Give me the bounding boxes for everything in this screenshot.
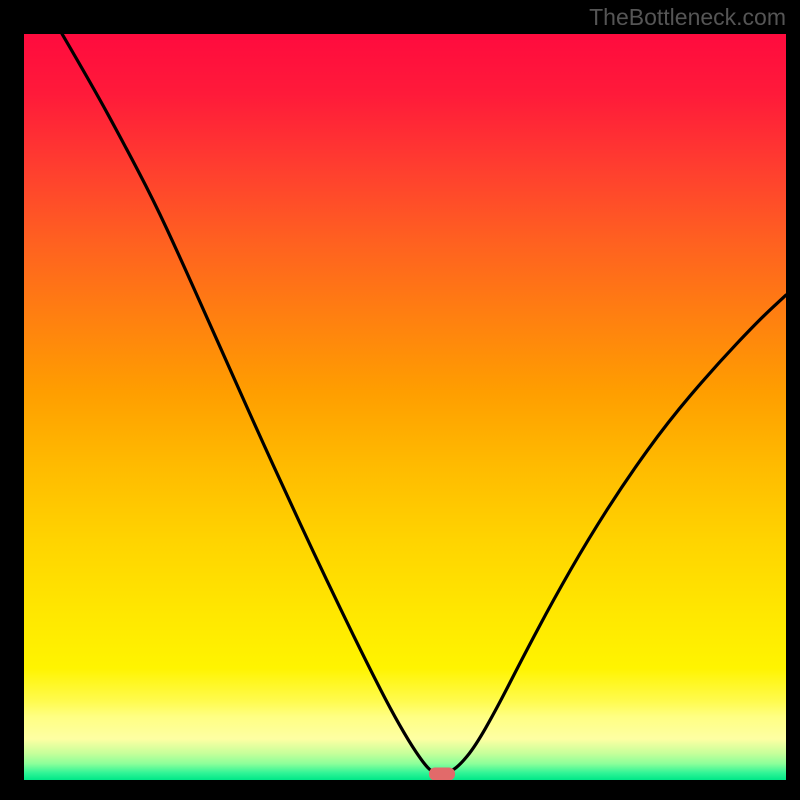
bottleneck-curve — [24, 34, 786, 780]
trough-marker — [429, 768, 455, 780]
plot-area — [24, 34, 786, 780]
chart-frame — [0, 0, 800, 800]
